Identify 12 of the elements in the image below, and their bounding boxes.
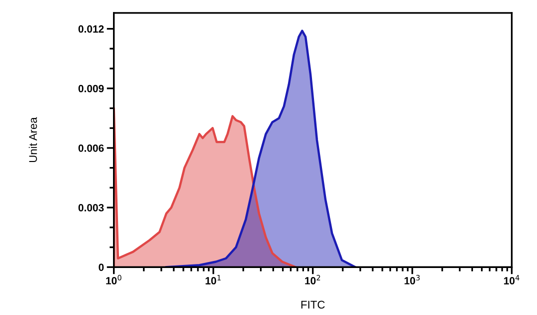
x-tick-label: 10$^{2}$ (305, 274, 320, 284)
y-tick-label: 0.003 (78, 204, 104, 212)
x-tick-label: 10$^{3}$ (404, 274, 420, 284)
y-tick-label: 0.006 (78, 144, 104, 152)
y-tick-label: 0.012 (78, 25, 104, 33)
y-tick-label: 0.009 (78, 84, 104, 92)
x-tick-label: 10$^{1}$ (206, 275, 221, 284)
y-tick-label: 0 (98, 264, 104, 271)
y-axis-title: Unit Area (28, 117, 37, 162)
x-axis-title: FITC (301, 300, 325, 309)
x-tick-label: 10$^{0}$ (106, 274, 122, 284)
x-tick-label: 10$^{4}$ (504, 275, 520, 284)
